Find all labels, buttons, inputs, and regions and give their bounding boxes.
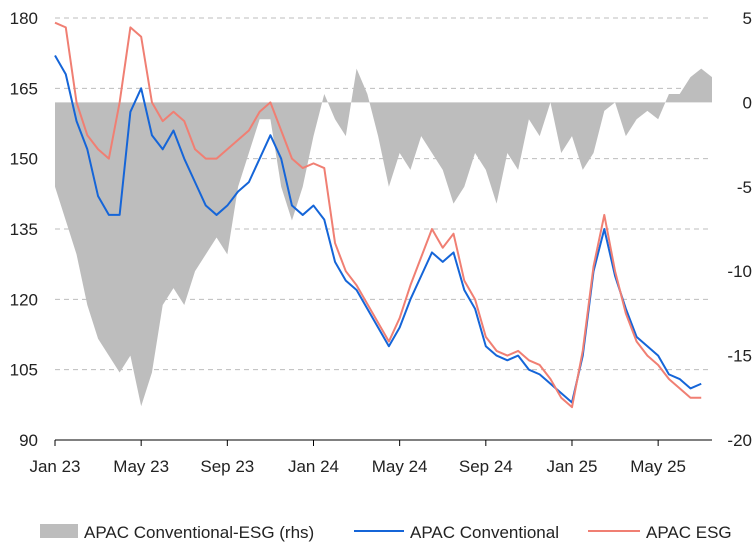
y-right-tick-label: -5 xyxy=(737,178,752,197)
legend-label-conventional: APAC Conventional xyxy=(410,523,559,542)
y-left-tick-label: 180 xyxy=(10,9,38,28)
y-axis-right: -20 -15 -10 -5 0 5 xyxy=(727,9,752,450)
x-tick-label: May 24 xyxy=(372,457,428,476)
y-right-tick-label: 0 xyxy=(743,93,752,112)
legend-label-esg: APAC ESG xyxy=(646,523,732,542)
y-left-tick-label: 120 xyxy=(10,290,38,309)
legend-label-area: APAC Conventional-ESG (rhs) xyxy=(84,523,314,542)
y-right-tick-label: -15 xyxy=(727,347,752,366)
series-line-esg xyxy=(54,21,702,409)
y-right-tick-label: -20 xyxy=(727,431,752,450)
legend: APAC Conventional-ESG (rhs) APAC Convent… xyxy=(40,523,732,542)
y-left-tick-label: 90 xyxy=(19,431,38,450)
area-layer xyxy=(55,68,712,407)
x-tick-label: May 23 xyxy=(113,457,169,476)
x-tick-label: Jan 24 xyxy=(288,457,339,476)
y-right-tick-label: -10 xyxy=(727,262,752,281)
x-tick-label: Jan 25 xyxy=(546,457,597,476)
line-layer xyxy=(54,21,702,409)
y-left-tick-label: 165 xyxy=(10,79,38,98)
x-axis: Jan 23 May 23 Sep 23 Jan 24 May 24 Sep 24 Jan … xyxy=(29,440,686,476)
y-left-tick-label: 135 xyxy=(10,220,38,239)
x-tick-label: Jan 23 xyxy=(29,457,80,476)
series-area-conventional-esg xyxy=(55,68,712,407)
x-tick-label: Sep 24 xyxy=(459,457,513,476)
y-left-tick-label: 150 xyxy=(10,150,38,169)
y-right-tick-label: 5 xyxy=(743,9,752,28)
x-tick-label: Sep 23 xyxy=(200,457,254,476)
legend-swatch-area xyxy=(40,524,78,538)
x-tick-label: May 25 xyxy=(630,457,686,476)
y-axis-left: 90 105 120 135 150 165 180 xyxy=(10,9,38,450)
y-left-tick-label: 105 xyxy=(10,361,38,380)
